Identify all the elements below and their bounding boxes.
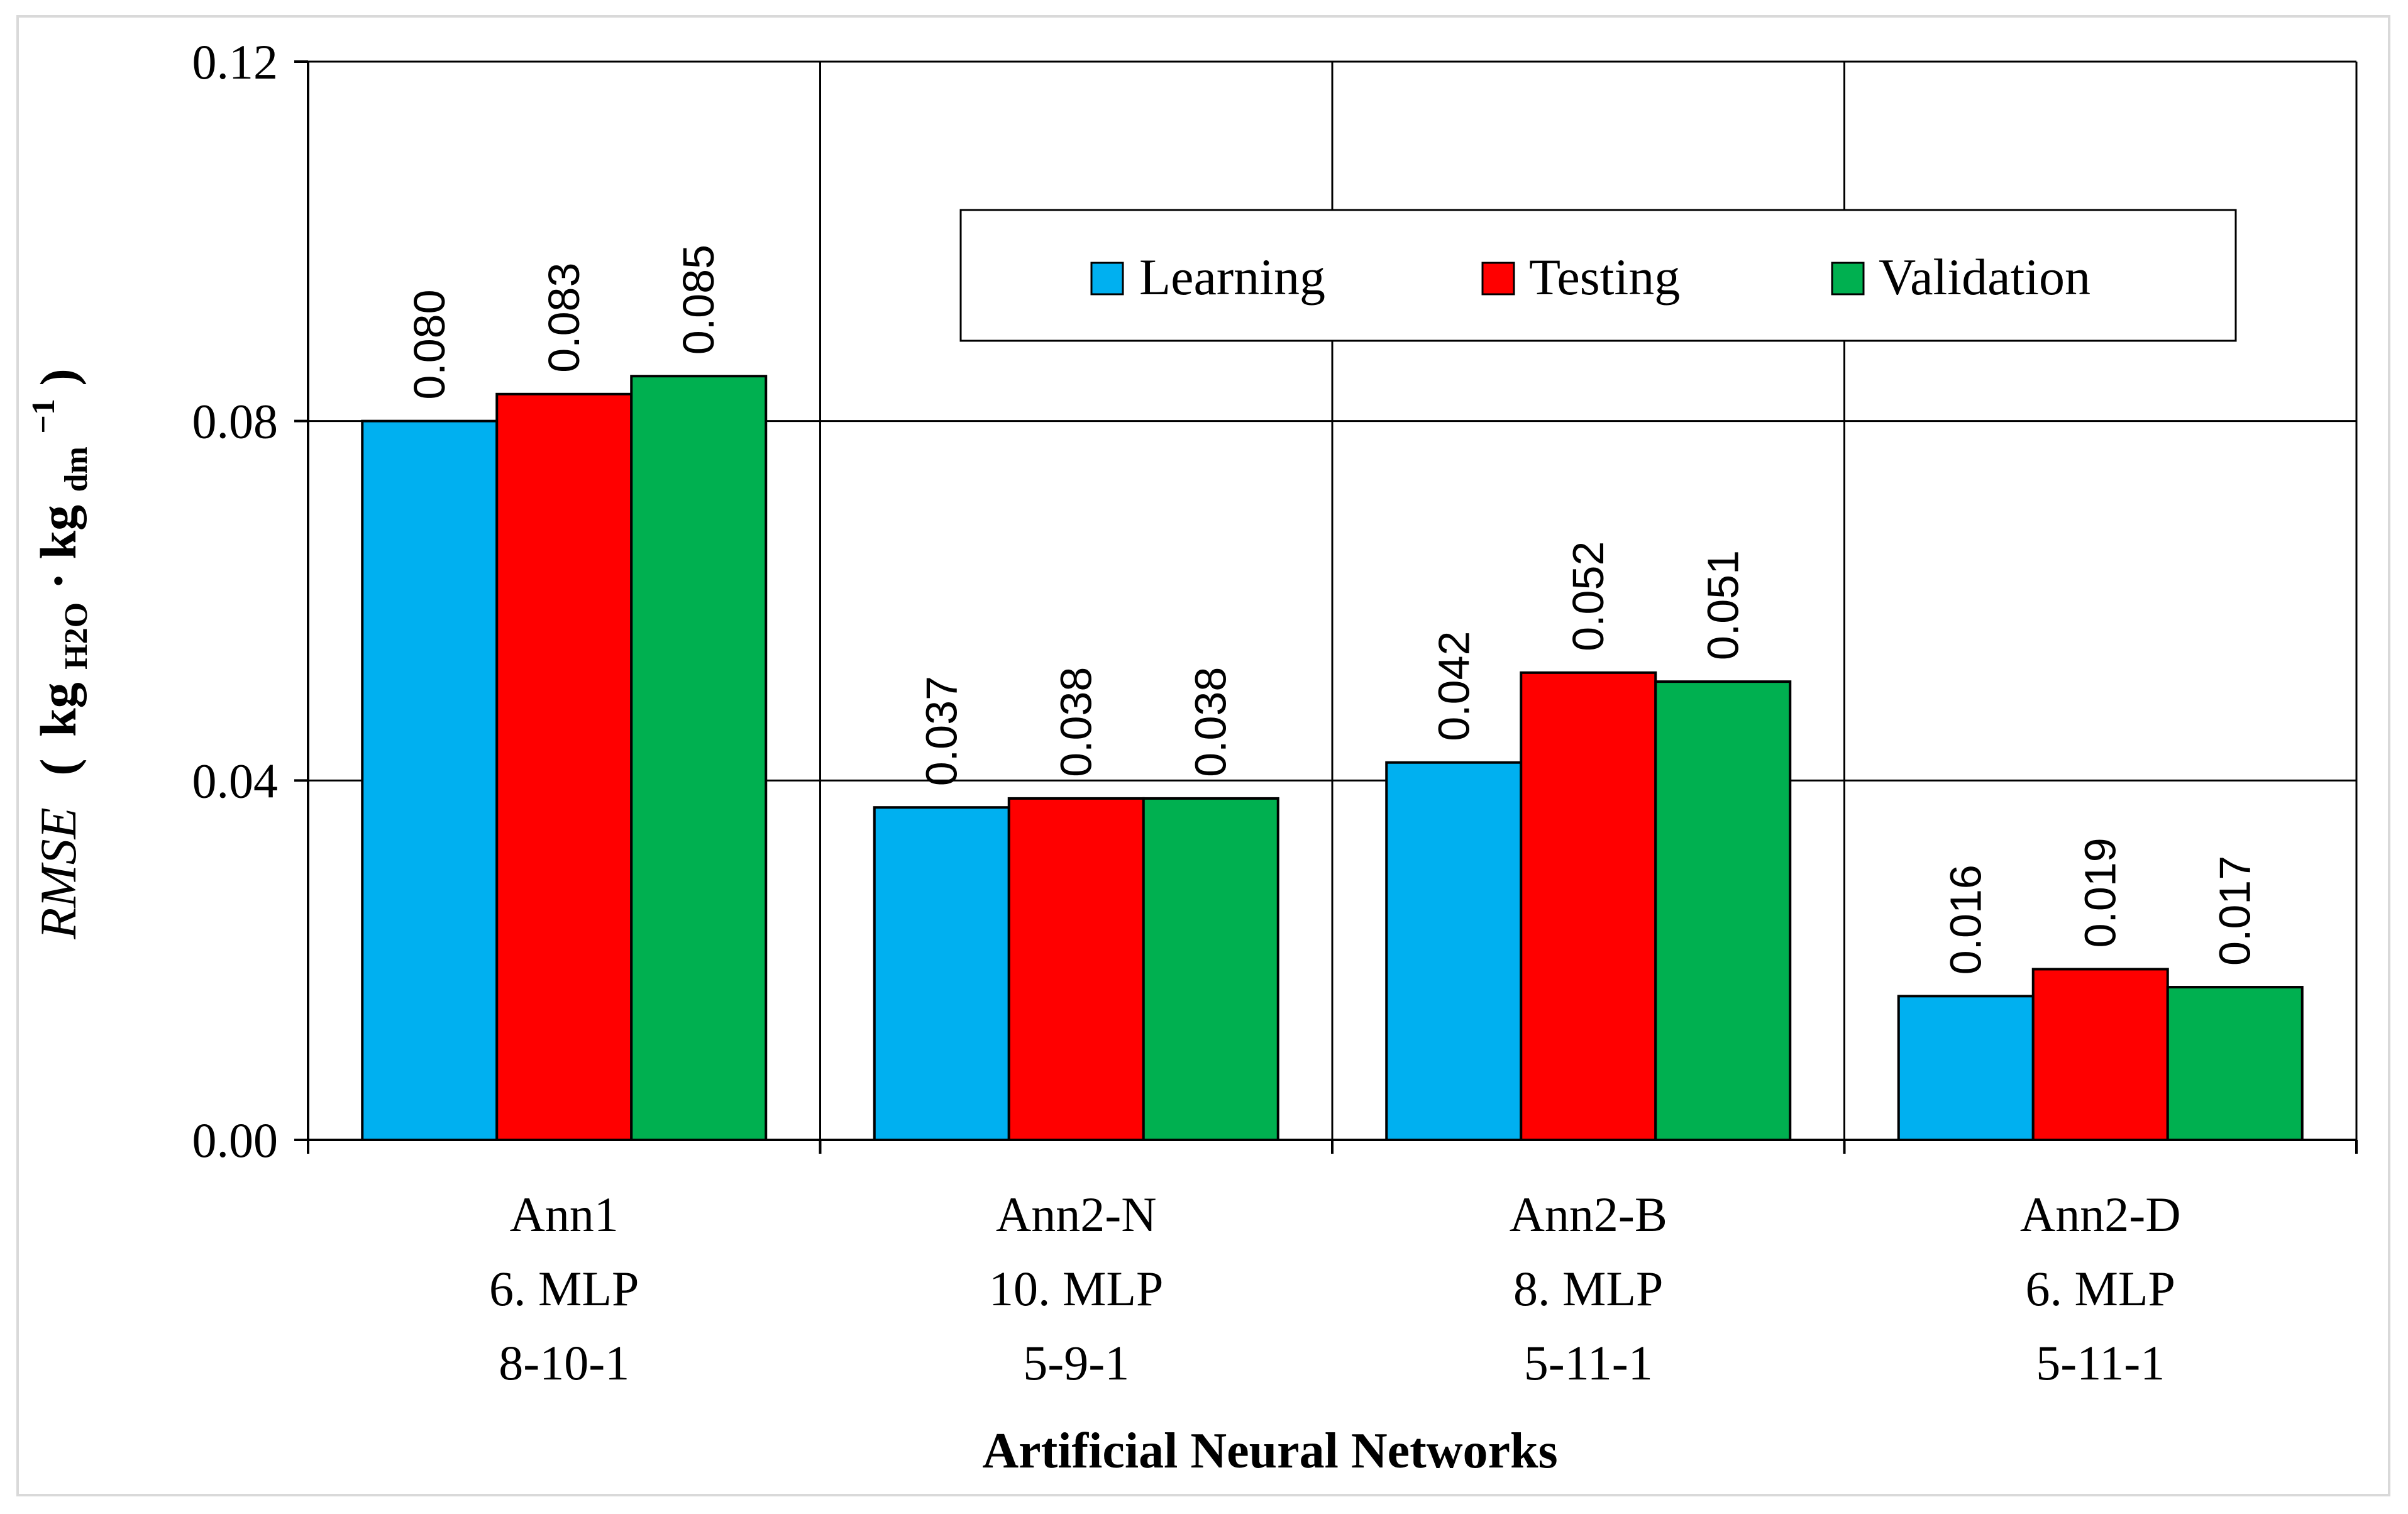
x-tick-label-2-2: 5-11-1 [1524, 1335, 1653, 1390]
data-label-validation-3: 0.017 [2211, 856, 2260, 966]
bar-testing-1 [1007, 797, 1145, 1141]
x-tick-label-3-2: 5-11-1 [2036, 1335, 2165, 1390]
data-label-validation-1: 0.038 [1186, 667, 1235, 777]
bar-validation-1 [1142, 797, 1279, 1141]
x-tick-label-0-1: 6. MLP [489, 1261, 639, 1316]
data-label-learning-2: 0.042 [1429, 631, 1478, 741]
x-tick-label-0-2: 8-10-1 [499, 1335, 629, 1390]
y-axis-unit-sub-h2o: H2O [58, 602, 94, 670]
y-axis-unit-dot: · [30, 572, 87, 589]
y-axis-unit-sub-dm: dm [58, 446, 94, 492]
legend-box [959, 209, 2237, 342]
bar-learning-2 [1385, 761, 1523, 1141]
y-axis-unit-sup: −1 [26, 399, 62, 434]
y-axis-title-rmse: RMSE [30, 807, 87, 939]
legend-label-learning: Learning [1139, 248, 1325, 306]
y-axis-unit-kg2: kg [30, 505, 87, 560]
data-label-testing-2: 0.052 [1564, 541, 1613, 651]
data-label-testing-3: 0.019 [2076, 837, 2125, 948]
data-label-testing-1: 0.038 [1052, 667, 1101, 777]
y-tick-label-3: 0.12 [192, 35, 279, 89]
bar-testing-2 [1520, 671, 1657, 1142]
x-tick-label-3-1: 6. MLP [2026, 1261, 2175, 1316]
y-axis-unit-close: ) [30, 368, 87, 385]
y-axis-unit-open: ( [30, 758, 87, 775]
y-tick-label-1: 0.04 [192, 753, 279, 808]
y-axis-title: RMSE ( kg H2O · kg dm −1 ) [8, 368, 98, 939]
bar-validation-0 [630, 375, 768, 1141]
data-label-learning-0: 0.080 [405, 289, 454, 399]
data-label-testing-0: 0.083 [539, 263, 588, 373]
bar-validation-2 [1654, 680, 1792, 1141]
bar-learning-3 [1897, 995, 2035, 1142]
x-tick-label-1-2: 5-9-1 [1023, 1335, 1129, 1390]
labels-layer: 0.080 0.083 0.085 Ann1 6. MLP 8-10-1 0.037 0.03… [192, 35, 2260, 1390]
x-tick-label-1-1: 10. MLP [989, 1261, 1163, 1316]
legend: Learning Testing Validation [959, 209, 2237, 342]
data-label-validation-0: 0.085 [674, 245, 723, 355]
data-label-validation-2: 0.051 [1698, 550, 1747, 660]
bar-testing-3 [2031, 968, 2169, 1142]
bar-testing-0 [495, 392, 633, 1142]
data-label-learning-1: 0.037 [917, 676, 966, 786]
bar-validation-3 [2166, 986, 2304, 1141]
y-axis-unit-kg: kg [30, 682, 87, 737]
y-tick-label-0: 0.00 [192, 1113, 279, 1168]
legend-label-validation: Validation [1879, 248, 2090, 306]
axes-layer [294, 60, 2358, 1154]
x-tick-label-2-0: Ann2-B [1510, 1187, 1667, 1242]
data-label-learning-3: 0.016 [1941, 865, 1991, 975]
legend-swatch-testing [1481, 262, 1515, 296]
bars-layer [361, 375, 2304, 1142]
legend-swatch-validation [1831, 262, 1865, 296]
bar-learning-1 [873, 806, 1010, 1142]
bar-learning-0 [361, 419, 499, 1142]
x-tick-label-3-0: Ann2-D [2020, 1187, 2181, 1242]
x-axis-title: Artificial Neural Networks [982, 1423, 1557, 1479]
x-tick-label-0-0: Ann1 [510, 1187, 619, 1242]
legend-swatch-learning [1090, 262, 1124, 296]
x-tick-label-2-1: 8. MLP [1513, 1261, 1663, 1316]
legend-label-testing: Testing [1529, 248, 1680, 306]
y-tick-label-2: 0.08 [192, 394, 279, 449]
x-tick-label-1-0: Ann2-N [996, 1187, 1157, 1242]
